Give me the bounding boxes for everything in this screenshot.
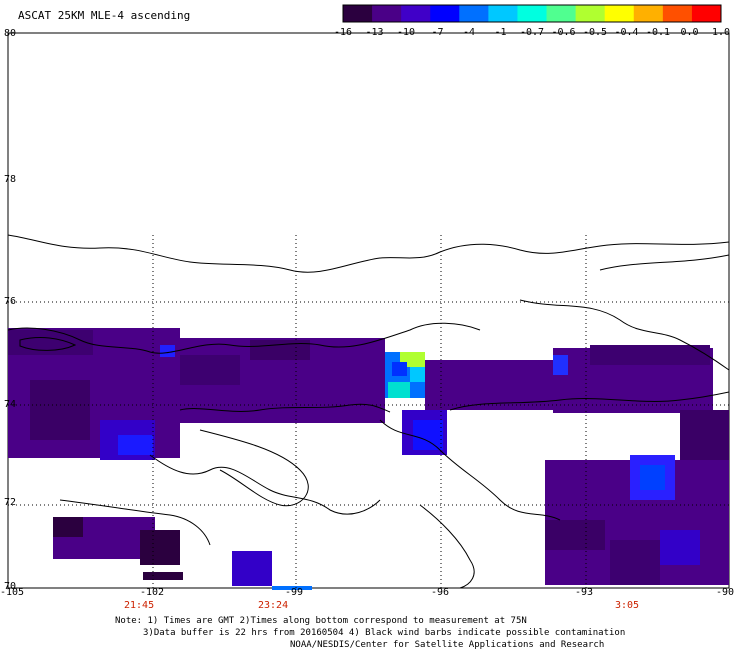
colorbar-label: -0.7 [519, 27, 545, 38]
colorbar-swatch [575, 5, 606, 22]
colorbar-swatch [488, 5, 518, 22]
colorbar-label: -13 [365, 27, 384, 38]
colorbar-swatch [662, 5, 693, 22]
lon-label-93: -93 [575, 587, 594, 598]
map-title: ASCAT 25KM MLE-4 ascending [18, 9, 191, 22]
colorbar-swatch [517, 5, 548, 22]
colorbar-swatch [546, 5, 577, 22]
lat-label-76: 76 [4, 296, 17, 307]
colorbar-label: -7 [431, 27, 444, 38]
lon-label-96: -96 [431, 587, 450, 598]
colorbar-label: -0.6 [551, 27, 576, 38]
lat-label-70: 70 [4, 581, 17, 592]
colorbar-frame [342, 4, 722, 23]
lon-label-99: -99 [285, 587, 304, 598]
lon-label-90: -90 [716, 587, 735, 598]
colorbar-swatch [372, 5, 402, 22]
swath-small-square [232, 551, 272, 586]
lat-label-78: 78 [4, 174, 17, 185]
colorbar-swatch [401, 5, 431, 22]
note-line-1: Note: 1) Times are GMT 2)Times along bot… [115, 616, 527, 626]
coastlines [7, 234, 730, 589]
time-label-2: 23:24 [258, 600, 289, 611]
colorbar-label: -0.1 [645, 27, 671, 38]
colorbar-swatch [430, 5, 460, 22]
colorbar-swatch [691, 5, 722, 22]
time-label-1: 21:45 [124, 600, 155, 611]
grid-lines [8, 235, 729, 588]
lon-label-102: -102 [140, 587, 165, 598]
lat-label-74: 74 [4, 399, 17, 410]
colorbar-swatch [633, 5, 664, 22]
note-line-3: NOAA/NESDIS/Center for Satellite Applica… [290, 640, 605, 650]
colorbar-label: -10 [396, 27, 416, 38]
lat-label-72: 72 [4, 497, 17, 508]
colorbar-swatch [604, 5, 635, 22]
colorbar-swatch [343, 5, 373, 22]
colorbar-label: -4 [462, 27, 476, 38]
colorbar-label: -16 [333, 27, 353, 38]
colorbar-label: 0.0 [680, 27, 699, 38]
colorbar [342, 4, 722, 23]
ascat-swath-data [8, 328, 729, 590]
colorbar-label: 1.0 [711, 27, 731, 38]
lat-label-80: 80 [4, 28, 17, 39]
time-label-3: 3:05 [615, 600, 640, 611]
colorbar-label: -1 [494, 27, 507, 38]
colorbar-label: -0.5 [582, 27, 608, 38]
note-line-2: 3)Data buffer is 22 hrs from 20160504 4)… [143, 628, 626, 638]
swath-mid [425, 360, 555, 410]
colorbar-label: -0.4 [614, 27, 639, 38]
plot-frame [7, 32, 730, 589]
lon-label-105: -105 [0, 587, 25, 598]
colorbar-swatch [459, 5, 489, 22]
